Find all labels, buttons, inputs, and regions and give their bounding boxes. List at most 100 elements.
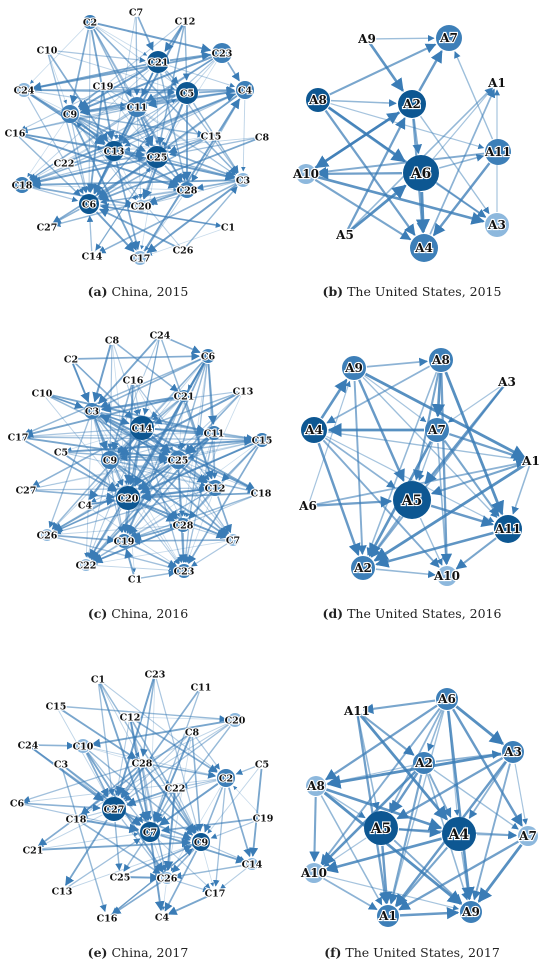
edge-C28-C27 xyxy=(120,766,141,798)
panel-b: A9 A7 A1 A8 A2 A11 A6 A10 A3 A5 A4 (b) The United … xyxy=(291,25,512,299)
edge-A9-A8 xyxy=(366,357,428,368)
edge-C18-C20 xyxy=(30,185,134,208)
node-C6 xyxy=(201,349,215,363)
edge-C28-C19 xyxy=(131,526,176,541)
edge-C17-C4 xyxy=(167,894,211,915)
edge-C28-C22 xyxy=(145,765,170,785)
edge-C3-C7 xyxy=(98,416,228,536)
edge-C7-C19 xyxy=(132,536,227,545)
edge-C14-C17 xyxy=(220,867,247,890)
caption-b: (b) The United States, 2015 xyxy=(323,284,502,299)
edge-C19-C23 xyxy=(130,543,177,568)
node-A8 xyxy=(306,88,330,112)
node-label-C22: C22 xyxy=(76,560,97,571)
caption-a: (a) China, 2015 xyxy=(88,284,189,299)
edge-A2-A1 xyxy=(388,774,423,905)
edge-C8-C21 xyxy=(115,342,179,392)
node-A7 xyxy=(518,826,538,846)
node-A5 xyxy=(393,481,431,519)
edge-C12-C22 xyxy=(92,492,208,562)
edge-A4-A1 xyxy=(327,431,525,463)
edge-C25-C26 xyxy=(124,872,160,883)
edge-C15-C6 xyxy=(98,137,207,199)
node-label-C24: C24 xyxy=(14,85,35,96)
node-label-A7: A7 xyxy=(427,423,446,437)
node-C26 xyxy=(161,872,173,884)
node-label-C1: C1 xyxy=(221,222,235,233)
node-C21 xyxy=(178,390,190,402)
edge-C28-C9 xyxy=(144,766,196,834)
edge-A8-A10 xyxy=(440,372,453,566)
edge-A3-A8 xyxy=(326,752,502,789)
edge-C25-C19 xyxy=(128,468,173,534)
node-label-A5: A5 xyxy=(401,493,423,509)
edge-C2-C3 xyxy=(71,363,90,403)
edge-C12-C7 xyxy=(217,496,232,534)
node-label-C2: C2 xyxy=(219,773,233,784)
edge-C22-C25 xyxy=(68,154,145,164)
node-label-C3: C3 xyxy=(85,406,99,417)
edge-C16-C12 xyxy=(135,383,210,481)
edge-C10-C21 xyxy=(51,49,146,63)
edge-A4-A1 xyxy=(395,846,448,907)
node-A11 xyxy=(494,515,522,543)
edge-C9-C20 xyxy=(113,468,123,486)
edge-C8-C27 xyxy=(123,735,189,800)
node-label-C15: C15 xyxy=(252,435,273,446)
edge-C28-C6 xyxy=(100,190,179,205)
edge-C15-C28 xyxy=(188,445,258,519)
node-label-C18: C18 xyxy=(251,488,272,499)
node-label-C26: C26 xyxy=(157,873,178,884)
node-C28 xyxy=(179,182,195,198)
edge-C2-C14 xyxy=(228,787,252,858)
edge-A1-A11 xyxy=(511,465,531,515)
edge-C12-C9 xyxy=(131,720,197,834)
edge-C15-C20 xyxy=(139,442,256,494)
node-label-C22: C22 xyxy=(165,783,186,794)
node-label-C5: C5 xyxy=(54,447,68,458)
edge-A4-A1 xyxy=(429,88,496,235)
edge-C20-C1 xyxy=(128,510,137,573)
node-label-C21: C21 xyxy=(23,845,44,856)
caption-a-text: China, 2015 xyxy=(112,284,189,299)
edge-C14-C23 xyxy=(145,440,183,564)
edge-A5-A11 xyxy=(430,504,494,528)
node-label-A6: A6 xyxy=(410,166,432,182)
node-A2 xyxy=(398,90,426,118)
edge-C18-C20 xyxy=(141,492,257,502)
edge-C6-C17 xyxy=(95,211,135,253)
node-C10 xyxy=(76,739,90,753)
edge-C7-C25 xyxy=(123,840,145,872)
edge-C22-C5 xyxy=(68,98,177,161)
edge-C13-C18 xyxy=(30,154,104,183)
node-A9 xyxy=(460,901,482,923)
edge-C14-C5 xyxy=(67,431,130,451)
edge-C21-C25 xyxy=(177,402,184,450)
edge-A11-A4 xyxy=(432,162,491,237)
edge-C18-C6 xyxy=(30,186,79,203)
edge-C1-C19 xyxy=(124,548,135,575)
edge-C21-C25 xyxy=(155,73,160,145)
edge-C2-C11 xyxy=(93,28,132,98)
edge-C12-C9 xyxy=(78,23,182,108)
node-label-C28: C28 xyxy=(173,520,194,531)
edge-A4-A7 xyxy=(476,832,517,839)
node-A1 xyxy=(377,905,399,927)
edge-C14-C26 xyxy=(51,437,134,530)
edge-C16-C6 xyxy=(18,135,81,197)
edge-C3-C19 xyxy=(93,419,124,533)
panel-b-edges xyxy=(314,34,500,241)
node-C25 xyxy=(169,451,187,469)
edge-A2-A3 xyxy=(420,115,490,215)
edge-A6-A11 xyxy=(362,699,436,715)
node-label-C13: C13 xyxy=(104,146,125,157)
node-label-C7: C7 xyxy=(226,535,240,546)
node-A9 xyxy=(342,356,366,380)
edge-C10-C9 xyxy=(48,54,67,104)
node-label-A10: A10 xyxy=(292,167,319,181)
edge-C9-C25 xyxy=(78,117,147,152)
edge-C2-C7 xyxy=(158,782,219,826)
node-C17 xyxy=(133,251,147,265)
edge-C27-C25 xyxy=(30,460,168,490)
edge-A10-A3 xyxy=(316,175,485,225)
